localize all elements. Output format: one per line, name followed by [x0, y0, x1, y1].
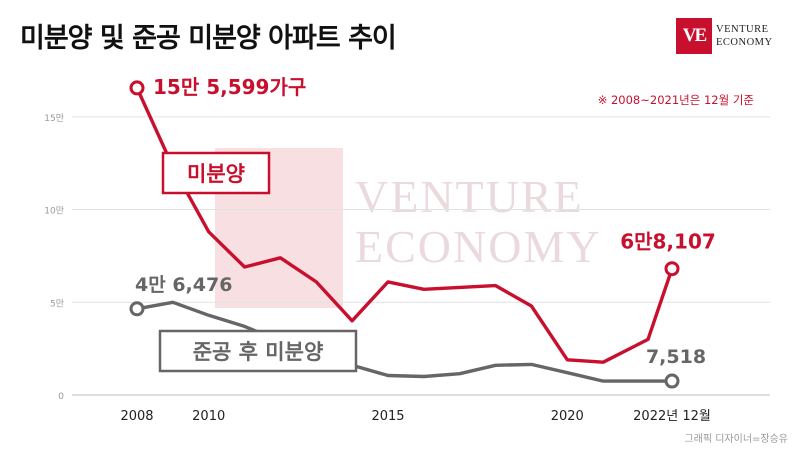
red-end-label: 6만8,107 [620, 230, 716, 254]
y-tick-label: 0 [58, 392, 64, 402]
y-axis: 0 5만 10만 15만 [44, 113, 64, 402]
chart-lines [129, 80, 680, 389]
x-tick-label: 2008 [120, 409, 153, 424]
x-tick-label: 2010 [192, 409, 225, 424]
x-tick-label: 2020 [551, 409, 584, 424]
series-endpoint-marker [129, 301, 145, 317]
red-series-label-box [161, 151, 271, 195]
x-axis: 2008 2010 2015 2020 2022년 12월 [120, 409, 710, 424]
series-line-1 [136, 300, 672, 383]
y-tick-label: 15만 [44, 113, 64, 124]
graphic-credit: 그래픽 디자이너=장승유 [684, 434, 788, 445]
gray-series-label: 준공 후 미분양 [193, 340, 324, 364]
series-endpoint-marker [664, 373, 680, 389]
x-tick-label: 2022년 12월 [633, 409, 711, 424]
red-series-label: 미분양 [187, 162, 245, 186]
x-tick-label: 2015 [371, 409, 404, 424]
gray-series-label-box [158, 329, 358, 373]
red-start-label: 15만 5,599가구 [153, 75, 306, 99]
y-tick-label: 5만 [50, 298, 64, 309]
venture-economy-logo: VE VENTURE ECONOMY [676, 18, 773, 54]
gray-start-label: 4만 6,476 [135, 274, 232, 296]
series-endpoint-marker [664, 261, 680, 277]
series-endpoint-marker [129, 80, 145, 96]
logo-mark: VE [676, 18, 712, 54]
page-title: 미분양 및 준공 미분양 아파트 추이 [20, 23, 397, 54]
series-line-0 [135, 87, 674, 364]
logo-line1: VENTURE [716, 24, 769, 35]
y-tick-label: 10만 [44, 206, 64, 217]
logo-line2: ECONOMY [716, 37, 773, 48]
footnote: ※ 2008~2021년은 12월 기준 [597, 93, 754, 107]
chart-grid [72, 116, 770, 396]
logo-text: VENTURE ECONOMY [716, 23, 773, 49]
watermark-line1: VENTURE [355, 171, 584, 222]
watermark-line2: ECONOMY [355, 221, 602, 272]
gray-end-label: 7,518 [646, 346, 706, 368]
